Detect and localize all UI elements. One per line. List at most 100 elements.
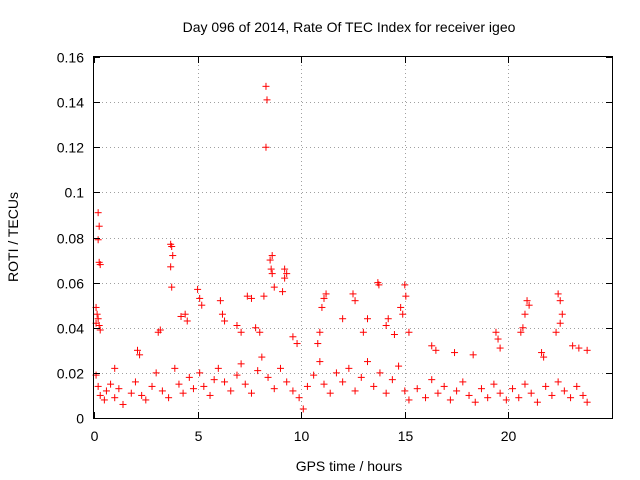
data-point xyxy=(316,358,324,366)
data-point xyxy=(440,382,448,390)
data-point xyxy=(299,405,307,413)
data-point xyxy=(428,376,436,384)
x-tick-label: 15 xyxy=(398,428,414,444)
data-point xyxy=(165,394,173,402)
data-point xyxy=(465,391,473,399)
data-point xyxy=(484,394,492,402)
data-point xyxy=(521,380,529,388)
data-point xyxy=(258,353,266,361)
data-point xyxy=(533,398,541,406)
data-point xyxy=(519,324,527,332)
data-point xyxy=(527,389,535,397)
data-point xyxy=(276,364,284,372)
plot-frame xyxy=(93,56,613,419)
data-point xyxy=(95,222,103,230)
data-point xyxy=(214,364,222,372)
data-point xyxy=(158,387,166,395)
data-point xyxy=(351,297,359,305)
data-point xyxy=(127,389,135,397)
data-point xyxy=(375,281,383,289)
data-point xyxy=(256,328,264,336)
data-point xyxy=(567,394,575,402)
data-point xyxy=(405,328,413,336)
data-point xyxy=(318,303,326,311)
data-point xyxy=(351,387,359,395)
data-point xyxy=(252,324,260,332)
data-point xyxy=(267,265,275,273)
data-point xyxy=(579,391,587,399)
data-point xyxy=(376,369,384,377)
data-point xyxy=(453,387,461,395)
data-point xyxy=(194,285,202,293)
data-point xyxy=(556,319,564,327)
data-point xyxy=(471,398,479,406)
data-point xyxy=(413,385,421,393)
data-point xyxy=(370,382,378,390)
data-point xyxy=(451,349,459,357)
data-point xyxy=(169,252,177,260)
data-point xyxy=(339,378,347,386)
data-point xyxy=(446,396,454,404)
data-point xyxy=(168,243,176,251)
data-point xyxy=(349,290,357,298)
y-tick-label: 0.08 xyxy=(57,231,84,247)
data-point xyxy=(390,331,398,339)
data-point xyxy=(142,396,150,404)
data-point xyxy=(115,385,123,393)
data-point xyxy=(364,358,372,366)
data-point xyxy=(95,321,103,329)
data-point xyxy=(382,389,390,397)
data-point xyxy=(494,335,502,343)
data-point xyxy=(359,328,367,336)
data-point xyxy=(401,281,409,289)
data-point xyxy=(469,351,477,359)
data-point xyxy=(189,385,197,393)
data-point xyxy=(100,396,108,404)
data-point xyxy=(583,346,591,354)
data-point xyxy=(434,389,442,397)
data-point xyxy=(111,364,119,372)
data-point xyxy=(94,382,102,390)
data-point xyxy=(94,209,102,217)
data-point xyxy=(289,333,297,341)
data-point xyxy=(241,380,249,388)
data-point xyxy=(515,394,523,402)
data-point xyxy=(247,389,255,397)
data-point xyxy=(281,265,289,273)
data-point xyxy=(314,340,322,348)
data-point xyxy=(134,346,142,354)
data-point xyxy=(521,310,529,318)
data-point xyxy=(525,301,533,309)
data-point xyxy=(227,387,235,395)
data-point xyxy=(177,312,185,320)
data-point xyxy=(93,310,101,318)
data-point xyxy=(395,362,403,370)
data-point xyxy=(523,297,531,305)
y-tick-label: 0.12 xyxy=(57,140,84,156)
y-tick-label: 0 xyxy=(76,411,84,427)
data-point xyxy=(270,283,278,291)
data-point xyxy=(264,373,272,381)
data-point xyxy=(320,380,328,388)
data-point xyxy=(583,398,591,406)
data-point xyxy=(326,389,334,397)
data-point xyxy=(310,371,318,379)
x-tick-label: 5 xyxy=(195,428,203,444)
y-tick-label: 0.1 xyxy=(65,185,85,201)
y-tick-label: 0.16 xyxy=(57,50,84,66)
data-point xyxy=(152,369,160,377)
data-point xyxy=(247,294,255,302)
data-point xyxy=(131,378,139,386)
y-tick-label: 0.02 xyxy=(57,366,84,382)
y-tick-label: 0.04 xyxy=(57,321,84,337)
data-point xyxy=(102,387,110,395)
data-point xyxy=(138,391,146,399)
data-point xyxy=(542,382,550,390)
data-point xyxy=(185,373,193,381)
data-point xyxy=(281,274,289,282)
data-point xyxy=(216,297,224,305)
data-point xyxy=(148,382,156,390)
data-point xyxy=(233,371,241,379)
data-point xyxy=(119,400,127,408)
data-point xyxy=(402,292,410,300)
